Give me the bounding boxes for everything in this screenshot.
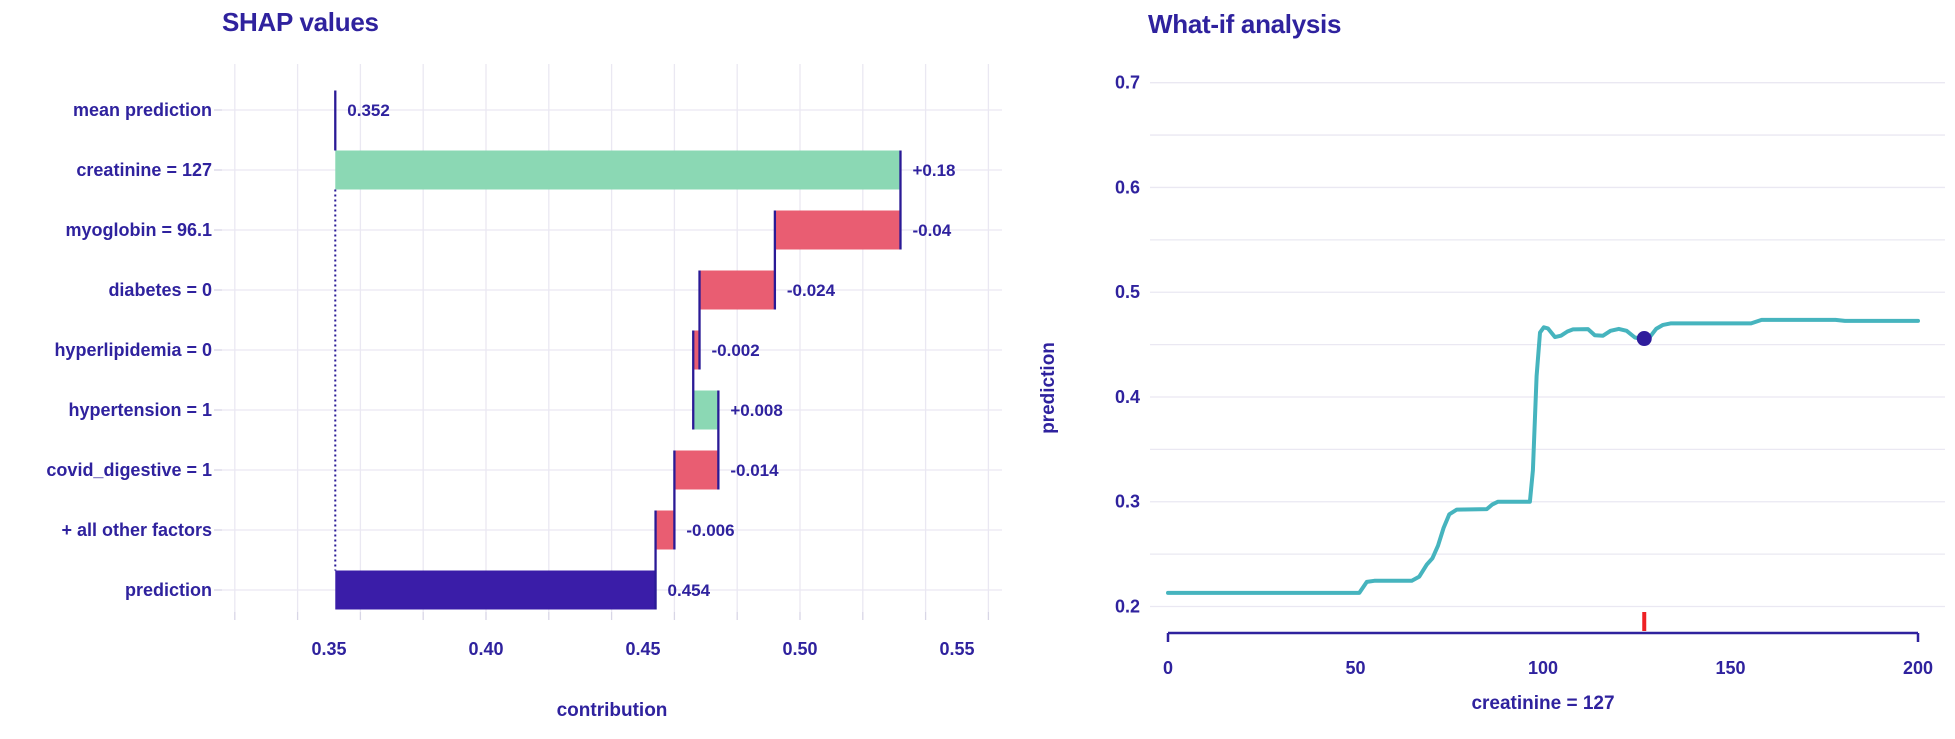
value-label: 0.352 bbox=[347, 101, 390, 120]
y-tick-label: 0.7 bbox=[1115, 73, 1140, 93]
category-label: diabetes = 0 bbox=[108, 280, 212, 300]
category-label: hyperlipidemia = 0 bbox=[54, 340, 212, 360]
category-label: myoglobin = 96.1 bbox=[65, 220, 212, 240]
shap-waterfall-chart[interactable]: mean prediction creatinine = 127 myoglobin… bbox=[46, 64, 1002, 659]
whatif-line-chart[interactable]: 0.7 0.6 0.5 0.4 0.3 0.2 0 50 100 150 200 bbox=[1115, 73, 1945, 678]
value-label: -0.014 bbox=[730, 461, 779, 480]
waterfall-bar[interactable] bbox=[693, 390, 719, 430]
current-point-marker[interactable] bbox=[1636, 331, 1652, 347]
x-tick-label: 0.55 bbox=[939, 639, 974, 659]
x-tick-label: 0.35 bbox=[311, 639, 346, 659]
x-tick-label: 100 bbox=[1528, 658, 1558, 678]
y-tick-label: 0.6 bbox=[1115, 177, 1140, 197]
category-label: mean prediction bbox=[73, 100, 212, 120]
y-tick-label: 0.2 bbox=[1115, 597, 1140, 617]
x-tick-label: 150 bbox=[1715, 658, 1745, 678]
x-tick-label: 0.45 bbox=[625, 639, 660, 659]
x-tick-label: 0 bbox=[1163, 658, 1173, 678]
waterfall-bar[interactable] bbox=[335, 150, 901, 190]
category-label: prediction bbox=[125, 580, 212, 600]
contribution-axis-title: contribution bbox=[556, 700, 668, 721]
value-label: -0.024 bbox=[787, 281, 836, 300]
value-label: -0.04 bbox=[912, 221, 951, 240]
waterfall-bar[interactable] bbox=[699, 270, 775, 310]
creatinine-axis-title: creatinine = 127 bbox=[1471, 693, 1615, 714]
x-tick-label: 200 bbox=[1903, 658, 1933, 678]
category-label: hypertension = 1 bbox=[68, 400, 212, 420]
prediction-curve[interactable] bbox=[1166, 317, 1920, 595]
shap-chart-title: SHAP values bbox=[222, 7, 379, 37]
y-tick-label: 0.5 bbox=[1115, 282, 1140, 302]
value-label: -0.006 bbox=[686, 521, 734, 540]
category-label: + all other factors bbox=[61, 520, 212, 540]
y-tick-label: 0.3 bbox=[1115, 492, 1140, 512]
category-label: covid_digestive = 1 bbox=[46, 460, 212, 480]
waterfall-bar[interactable] bbox=[674, 450, 719, 490]
waterfall-bar[interactable] bbox=[335, 570, 656, 610]
value-label: 0.454 bbox=[668, 581, 711, 600]
category-label: creatinine = 127 bbox=[76, 160, 212, 180]
y-tick-label: 0.4 bbox=[1115, 387, 1140, 407]
waterfall-bar[interactable] bbox=[655, 510, 675, 550]
x-tick-label: 50 bbox=[1345, 658, 1365, 678]
waterfall-bar[interactable] bbox=[774, 210, 901, 250]
whatif-chart-title: What-if analysis bbox=[1148, 9, 1342, 39]
waterfall-bar[interactable] bbox=[693, 330, 700, 370]
value-label: +0.18 bbox=[912, 161, 955, 180]
x-tick-label: 0.50 bbox=[782, 639, 817, 659]
x-tick-label: 0.40 bbox=[468, 639, 503, 659]
value-label: +0.008 bbox=[730, 401, 782, 420]
value-label: -0.002 bbox=[712, 341, 760, 360]
